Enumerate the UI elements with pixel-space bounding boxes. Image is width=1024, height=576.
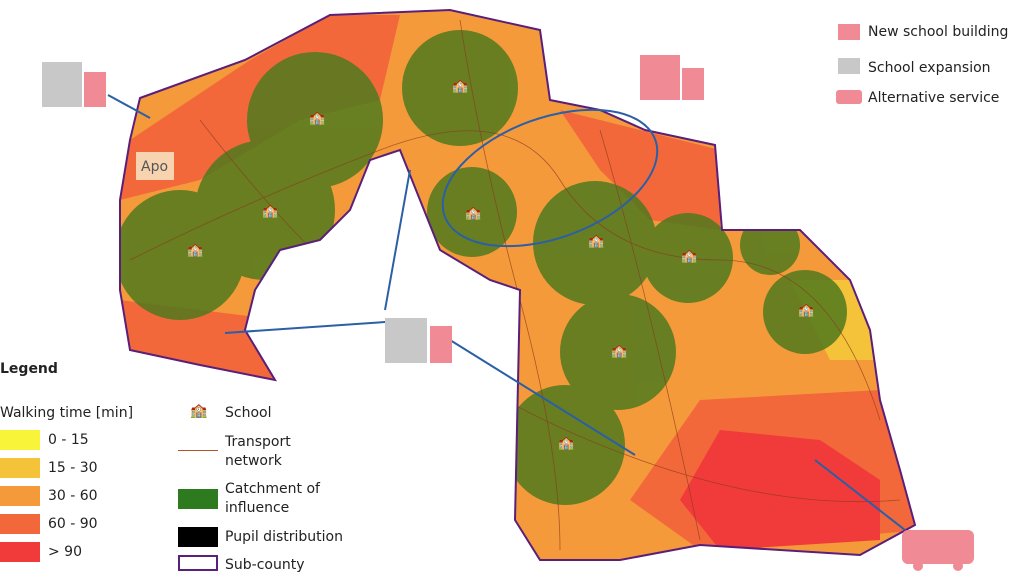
walking-swatch [0,458,40,478]
svg-text:🏫: 🏫 [465,206,481,221]
legend-school: School [225,405,272,421]
walking-swatch [0,542,40,562]
walking-label: 15 - 30 [48,460,98,476]
sub-county-swatch [178,555,218,571]
catchment-areas [120,30,847,505]
place-label: Apo [141,159,169,175]
legend-pupil: Pupil distribution [225,529,343,545]
pupil-swatch [178,527,218,547]
svg-text:🏫: 🏫 [452,79,468,94]
highlight-ellipse [441,108,659,248]
bus-icon [902,530,974,571]
legend-alternative-service: Alternative service [868,90,1000,106]
svg-text:🏫: 🏫 [681,249,697,264]
legend-new-school: New school building [868,24,1009,40]
legend-transport-1: Transport [225,434,291,450]
new-school-icon [640,55,704,100]
walking-swatch [0,430,40,450]
legend-sub-county: Sub-county [225,557,305,573]
walking-label: > 90 [48,544,82,560]
expansion-icon-1 [42,62,106,107]
walking-swatch [0,486,40,506]
svg-text:🏫: 🏫 [309,111,325,126]
school-markers: 🏫 🏫 🏫 🏫 🏫 🏫 🏫 🏫 🏫 🏫 [187,79,814,451]
svg-text:🏫: 🏫 [798,303,814,318]
legend-catchment-2: influence [225,500,290,516]
transport-line-swatch [178,450,218,451]
legend-catchment-1: Catchment of [225,481,320,497]
legend-transport-2: network [225,453,282,469]
walking-time-title: Walking time [min] [0,405,134,421]
catchment-swatch [178,489,218,509]
walking-label: 0 - 15 [48,432,89,448]
place-label-box [136,152,174,180]
walking-swatch [0,514,40,534]
new-school-building-icon [838,24,860,40]
svg-text:🏫: 🏫 [187,243,203,258]
walking-label: 60 - 90 [48,516,98,532]
svg-text:🏫: 🏫 [588,234,604,249]
bus-icon [836,90,862,104]
arrows [107,94,906,531]
school-icon: 🏫 [190,403,208,419]
expansion-icon-2 [385,318,452,363]
walking-label: 30 - 60 [48,488,98,504]
svg-text:🏫: 🏫 [558,436,574,451]
school-expansion-icon [838,58,860,74]
legend-school-expansion: School expansion [868,60,991,76]
legend-title: Legend [0,361,58,377]
svg-text:🏫: 🏫 [611,344,627,359]
svg-text:🏫: 🏫 [262,204,278,219]
